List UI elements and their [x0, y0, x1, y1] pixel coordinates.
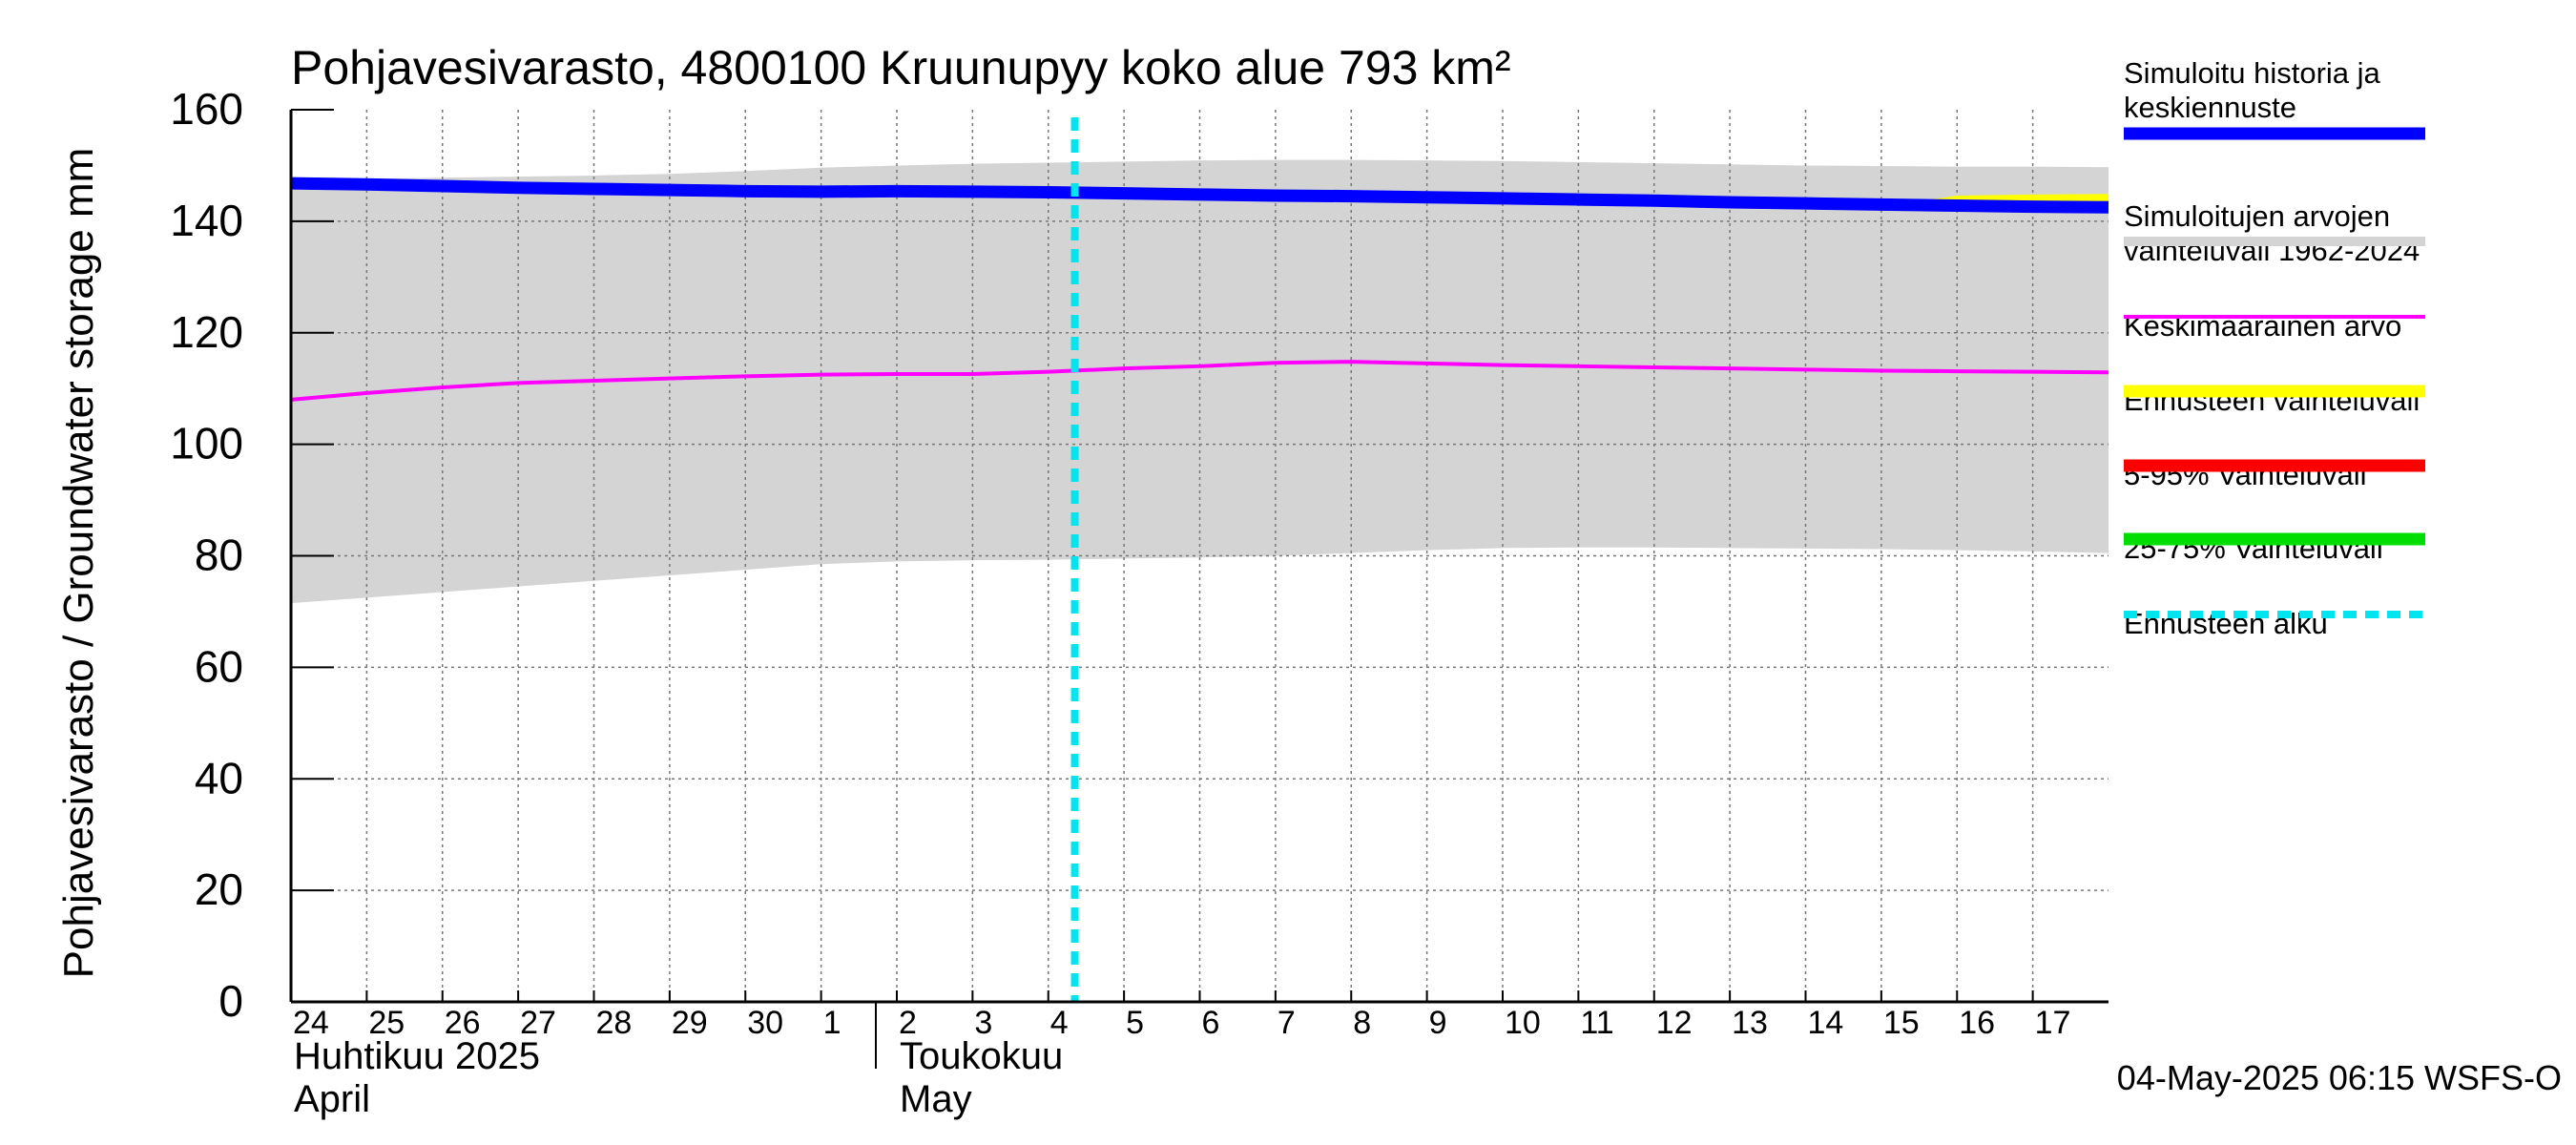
month-label-en: May [900, 1078, 972, 1120]
y-tick-label: 0 [218, 976, 243, 1026]
y-tick-label: 60 [195, 641, 243, 691]
x-tick-label: 17 [2035, 1005, 2071, 1041]
x-tick-label: 2 [899, 1005, 917, 1041]
x-tick-label: 24 [293, 1005, 329, 1041]
x-tick-label: 12 [1656, 1005, 1693, 1041]
x-tick-label: 15 [1883, 1005, 1920, 1041]
legend-label-line: keskiennuste [2124, 91, 2296, 124]
x-tick-label: 9 [1429, 1005, 1447, 1041]
y-tick-label: 20 [195, 864, 243, 914]
x-tick-label: 13 [1732, 1005, 1768, 1041]
y-tick-label: 80 [195, 531, 243, 580]
x-tick-label: 5 [1126, 1005, 1144, 1041]
legend-label-line: Simuloitu historia ja [2124, 56, 2381, 90]
legend-label: Simuloitujen arvojen vaihteluväli 1962-20… [2124, 199, 2420, 267]
month-label-fi: Toukokuu [900, 1035, 1063, 1077]
x-tick-label: 25 [368, 1005, 405, 1041]
month-label-fi: Huhtikuu 2025 [294, 1035, 540, 1077]
chart-title: Pohjavesivarasto, 4800100 Kruunupyy koko… [291, 41, 1511, 94]
x-tick-label: 14 [1808, 1005, 1844, 1041]
x-tick-label: 4 [1050, 1005, 1069, 1041]
y-tick-label: 160 [170, 84, 243, 134]
simulated-history-line [290, 177, 2109, 214]
x-tick-label: 28 [596, 1005, 633, 1041]
x-tick-label: 8 [1353, 1005, 1371, 1041]
x-tick-label: 1 [823, 1005, 841, 1041]
y-tick-label: 140 [170, 196, 243, 245]
x-tick-label: 3 [974, 1005, 992, 1041]
x-tick-label: 16 [1959, 1005, 1995, 1041]
x-tick-label: 11 [1580, 1005, 1613, 1041]
y-tick-label: 40 [195, 753, 243, 802]
y-tick-label: 100 [170, 419, 243, 468]
x-tick-label: 7 [1278, 1005, 1296, 1041]
x-tick-label: 26 [445, 1005, 481, 1041]
legend-label: Keskimääräinen arvo [2124, 309, 2401, 343]
y-tick-label: 120 [170, 307, 243, 357]
x-tick-label: 27 [520, 1005, 556, 1041]
legend-label: Simuloitu historia ja keskiennuste [2124, 56, 2381, 124]
x-tick-label: 29 [672, 1005, 708, 1041]
x-tick-label: 6 [1202, 1005, 1220, 1041]
x-tick-label: 10 [1505, 1005, 1541, 1041]
month-label-en: April [294, 1078, 370, 1120]
mean-value-line [290, 360, 2109, 402]
footer-timestamp: 04-May-2025 06:15 WSFS-O [2117, 1058, 2562, 1097]
legend: Simuloitu historia ja keskiennusteSimuloi… [2124, 56, 2425, 640]
legend-label-line: Simuloitujen arvojen [2124, 199, 2390, 233]
y-axis-label: Pohjavesivarasto / Groundwater storage m… [55, 148, 102, 979]
x-tick-label: 30 [747, 1005, 783, 1041]
legend-label-line: Keskimääräinen arvo [2124, 309, 2401, 343]
